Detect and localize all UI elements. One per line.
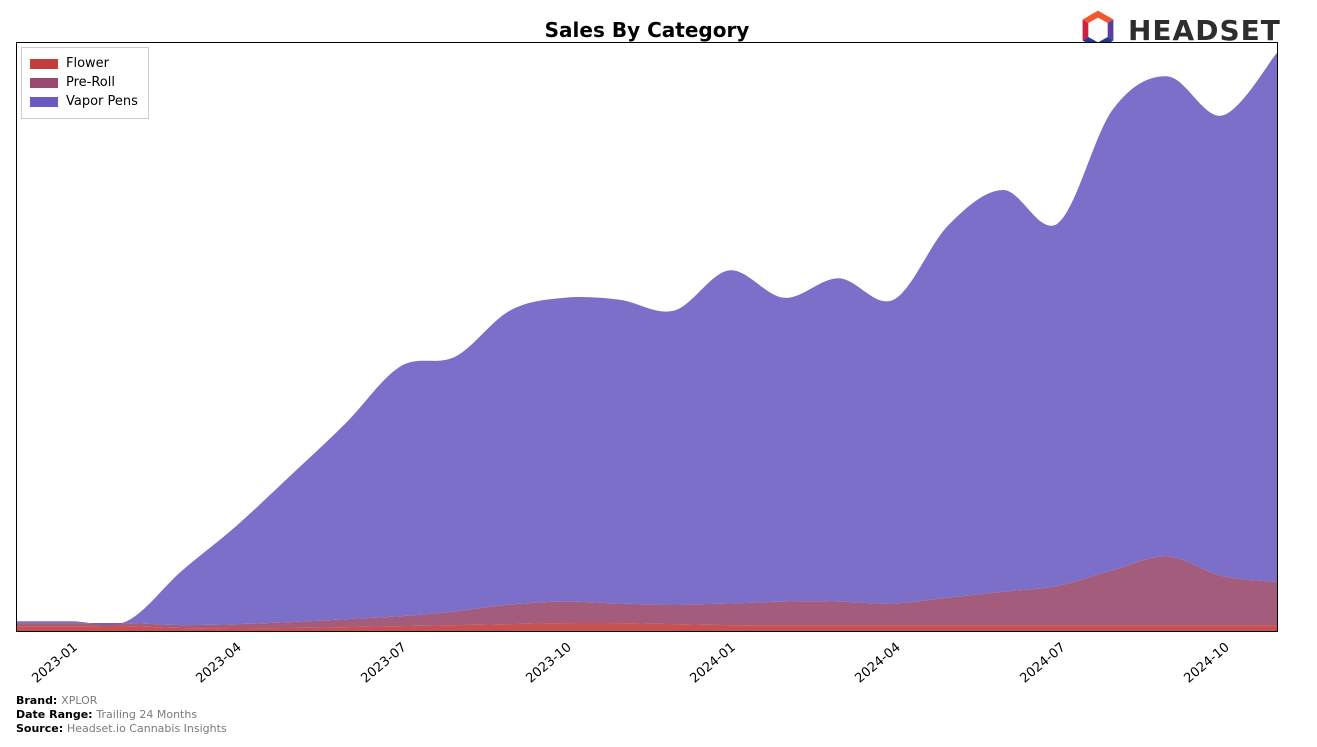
legend-item: Pre-Roll [30,74,138,92]
meta-label: Date Range: [16,708,96,721]
legend-item: Flower [30,55,138,73]
meta-value: XPLOR [61,694,97,707]
legend-label: Pre-Roll [66,74,115,92]
x-tick-label: 2024-07 [1017,640,1068,686]
meta-line: Date Range: Trailing 24 Months [16,708,227,722]
meta-line: Brand: XPLOR [16,694,227,708]
x-tick-label: 2023-10 [523,640,574,686]
chart-plot-area: FlowerPre-RollVapor Pens [16,42,1278,632]
stacked-area-svg [17,43,1277,631]
area-series-vapor-pens [17,53,1277,625]
x-tick-label: 2024-04 [852,640,903,686]
legend-swatch [30,78,58,88]
x-tick-label: 2023-01 [29,640,80,686]
meta-value: Headset.io Cannabis Insights [67,722,227,735]
chart-legend: FlowerPre-RollVapor Pens [21,47,149,119]
meta-label: Brand: [16,694,61,707]
legend-label: Flower [66,55,109,73]
x-tick-label: 2024-10 [1182,640,1233,686]
x-tick-label: 2023-04 [194,640,245,686]
meta-label: Source: [16,722,67,735]
legend-swatch [30,97,58,107]
legend-swatch [30,59,58,69]
chart-metadata: Brand: XPLORDate Range: Trailing 24 Mont… [16,694,227,736]
legend-item: Vapor Pens [30,93,138,111]
x-tick-label: 2023-07 [358,640,409,686]
legend-label: Vapor Pens [66,93,138,111]
x-tick-label: 2024-01 [688,640,739,686]
meta-line: Source: Headset.io Cannabis Insights [16,722,227,736]
meta-value: Trailing 24 Months [96,708,197,721]
